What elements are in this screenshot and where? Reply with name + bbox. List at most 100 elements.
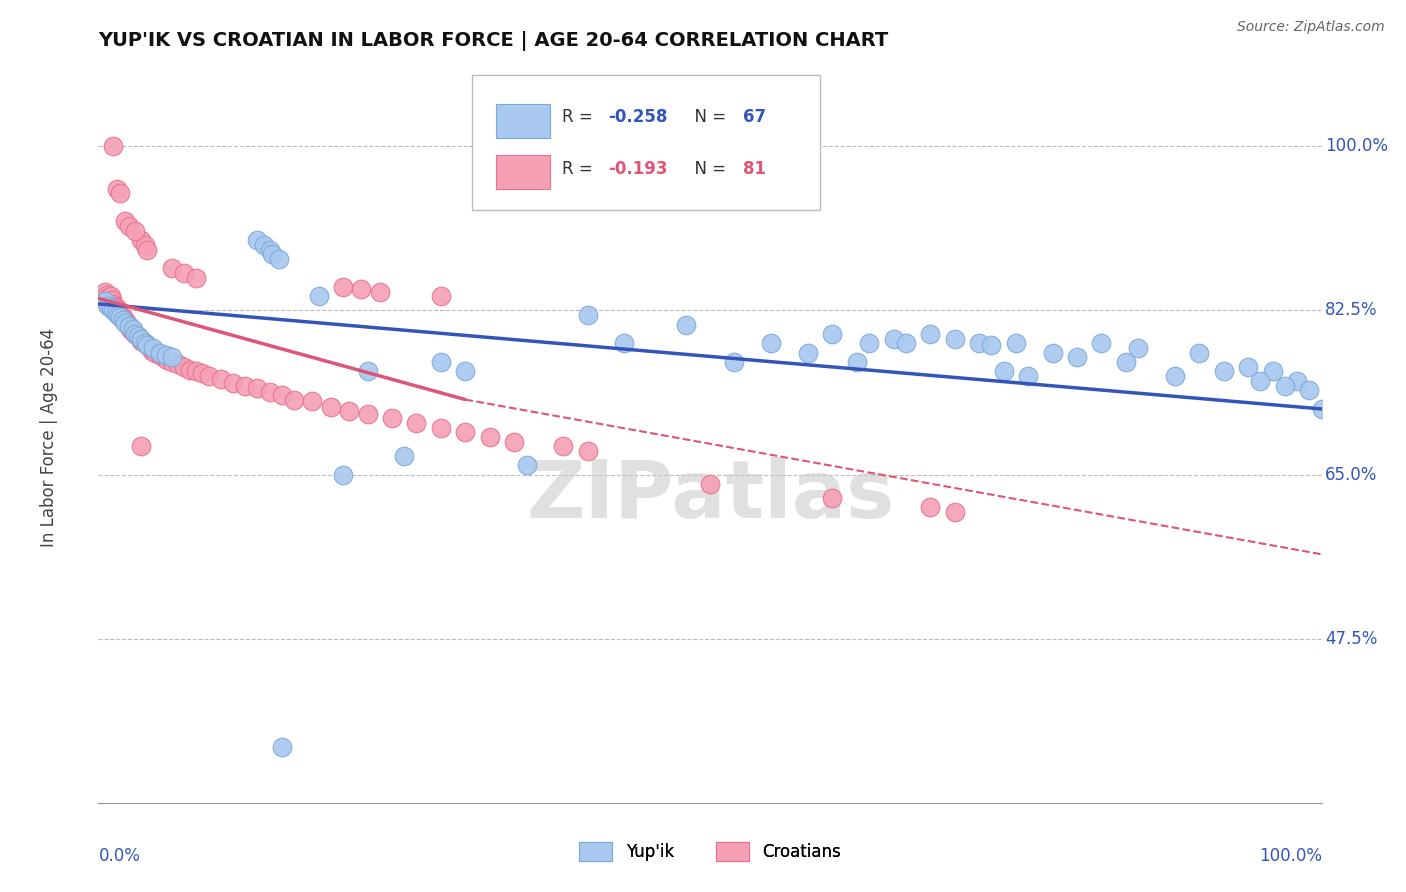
Point [797, 345, 820, 359]
Point [100, 301, 122, 315]
Point [1261, 364, 1284, 378]
Text: In Labor Force | Age 20-64: In Labor Force | Age 20-64 [41, 327, 59, 547]
Point [114, 214, 136, 228]
Point [105, 181, 128, 195]
Legend: Yup'ik, Croatians: Yup'ik, Croatians [572, 835, 848, 868]
Point [430, 420, 453, 434]
Point [101, 297, 124, 311]
Point [186, 270, 208, 285]
Point [301, 394, 323, 409]
Point [845, 355, 868, 369]
Point [186, 364, 208, 378]
Point [124, 326, 146, 341]
Point [920, 500, 942, 515]
Point [100, 289, 122, 303]
Point [246, 233, 269, 247]
Point [160, 355, 183, 369]
Point [943, 505, 966, 519]
Point [101, 303, 124, 318]
Point [356, 364, 378, 378]
Point [1237, 359, 1260, 374]
Point [430, 289, 453, 303]
Point [761, 336, 783, 351]
Point [93, 294, 115, 309]
Point [252, 237, 274, 252]
Point [191, 367, 214, 381]
Point [980, 338, 1002, 352]
Point [136, 243, 159, 257]
Point [124, 326, 146, 341]
Text: 65.0%: 65.0% [1326, 466, 1378, 483]
Point [233, 378, 256, 392]
Text: R =: R = [562, 160, 598, 178]
Point [405, 416, 427, 430]
Point [108, 306, 131, 320]
Point [110, 308, 132, 322]
Point [270, 388, 294, 402]
Point [478, 430, 501, 444]
Point [121, 325, 143, 339]
Point [381, 411, 404, 425]
Point [105, 301, 128, 315]
Point [107, 308, 129, 322]
Point [96, 287, 118, 301]
Point [270, 739, 294, 754]
Point [129, 334, 152, 349]
Point [114, 313, 136, 327]
Point [110, 186, 132, 201]
Point [454, 425, 477, 440]
Text: 81: 81 [742, 160, 766, 178]
Point [1115, 355, 1137, 369]
Text: ZIPatlas: ZIPatlas [526, 457, 894, 534]
Point [967, 336, 990, 351]
Text: N =: N = [685, 109, 731, 127]
Point [111, 313, 134, 327]
Point [121, 322, 143, 336]
Point [160, 351, 183, 365]
Point [1017, 369, 1039, 384]
Point [139, 341, 162, 355]
Point [356, 407, 378, 421]
Point [699, 477, 721, 491]
Point [613, 336, 636, 351]
Point [1249, 374, 1271, 388]
Point [821, 491, 844, 505]
Text: 47.5%: 47.5% [1326, 630, 1378, 648]
Point [118, 319, 141, 334]
Point [332, 280, 354, 294]
Point [101, 139, 124, 153]
Point [723, 355, 745, 369]
Point [675, 318, 697, 332]
Point [222, 376, 245, 390]
Point [118, 219, 141, 233]
Point [129, 233, 152, 247]
Point [93, 285, 115, 299]
Point [515, 458, 537, 473]
Point [120, 322, 142, 336]
Point [259, 243, 281, 257]
Point [117, 318, 139, 332]
Point [943, 332, 966, 346]
Text: -0.193: -0.193 [609, 160, 668, 178]
Point [134, 336, 156, 351]
Point [209, 372, 232, 386]
Text: YUP'IK VS CROATIAN IN LABOR FORCE | AGE 20-64 CORRELATION CHART: YUP'IK VS CROATIAN IN LABOR FORCE | AGE … [98, 31, 889, 51]
Point [1298, 383, 1320, 397]
Text: -0.258: -0.258 [609, 109, 668, 127]
Point [149, 347, 172, 361]
Point [142, 341, 165, 355]
Point [1274, 378, 1296, 392]
Point [1188, 345, 1211, 359]
FancyBboxPatch shape [496, 104, 550, 138]
Point [1310, 401, 1333, 416]
Point [332, 467, 354, 482]
Text: Source: ZipAtlas.com: Source: ZipAtlas.com [1237, 20, 1385, 34]
Point [1004, 336, 1026, 351]
Point [1286, 374, 1309, 388]
Text: 0.0%: 0.0% [98, 847, 141, 864]
Point [155, 347, 177, 361]
Text: R =: R = [562, 109, 598, 127]
Point [197, 369, 219, 384]
Point [143, 345, 166, 359]
Point [262, 247, 284, 261]
